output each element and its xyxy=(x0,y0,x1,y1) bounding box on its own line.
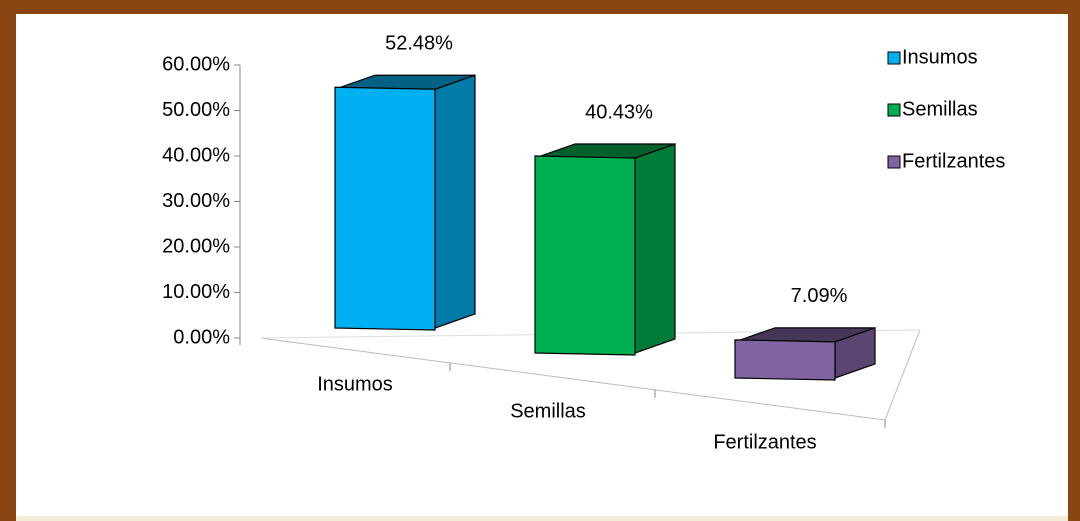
y-tick-label: 0.00% xyxy=(173,326,230,348)
value-label: 52.48% xyxy=(385,32,453,54)
y-tick-label: 30.00% xyxy=(162,190,230,212)
bar xyxy=(334,86,436,331)
legend-swatch xyxy=(887,155,901,169)
bar-side xyxy=(434,74,476,329)
value-label: 7.09% xyxy=(791,285,848,307)
y-tick-label: 60.00% xyxy=(162,53,230,75)
x-tick-label: Fertilzantes xyxy=(713,431,816,453)
x-tick-label: Semillas xyxy=(510,400,586,422)
legend-label: Fertilzantes xyxy=(902,150,1005,172)
bar xyxy=(734,339,836,381)
y-tick-label: 50.00% xyxy=(162,99,230,121)
y-tick-label: 40.00% xyxy=(162,144,230,166)
bar xyxy=(534,155,636,356)
bottom-edge xyxy=(16,516,1068,521)
legend-label: Insumos xyxy=(902,46,978,68)
bar-side xyxy=(634,143,676,354)
legend-swatch xyxy=(887,103,901,117)
legend-label: Semillas xyxy=(902,98,978,120)
value-label: 40.43% xyxy=(585,101,653,123)
y-tick-label: 20.00% xyxy=(162,235,230,257)
y-tick-label: 10.00% xyxy=(162,281,230,303)
legend-swatch xyxy=(887,51,901,65)
x-tick-label: Insumos xyxy=(317,373,393,395)
